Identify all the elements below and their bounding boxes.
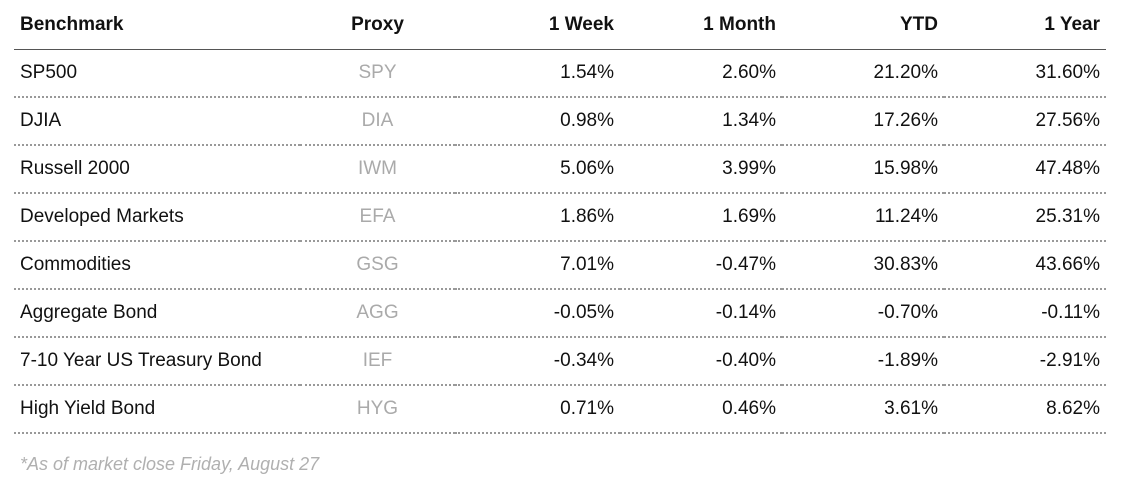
return-cell: -0.40% <box>620 337 782 386</box>
return-cell: 11.24% <box>782 193 944 242</box>
proxy-ticker: DIA <box>300 97 455 146</box>
proxy-ticker: EFA <box>300 193 455 242</box>
return-cell: 0.98% <box>455 97 620 146</box>
benchmark-name: 7-10 Year US Treasury Bond <box>14 337 300 386</box>
column-header: 1 Month <box>620 0 782 50</box>
return-cell: 0.71% <box>455 385 620 434</box>
proxy-ticker: HYG <box>300 385 455 434</box>
footnote: *As of market close Friday, August 27 <box>20 454 320 474</box>
benchmark-name: High Yield Bond <box>14 385 300 434</box>
return-cell: -2.91% <box>944 337 1106 386</box>
table-row: DJIA DIA 0.98% 1.34% 17.26% 27.56% <box>14 97 1106 146</box>
return-cell: 27.56% <box>944 97 1106 146</box>
table-row: SP500 SPY 1.54% 2.60% 21.20% 31.60% <box>14 49 1106 98</box>
proxy-ticker: AGG <box>300 289 455 338</box>
return-cell: 2.60% <box>620 49 782 98</box>
header-row: Benchmark Proxy 1 Week 1 Month YTD 1 Year <box>14 0 1106 50</box>
column-header: 1 Week <box>455 0 620 50</box>
table-row: Russell 2000 IWM 5.06% 3.99% 15.98% 47.48% <box>14 145 1106 194</box>
return-cell: 7.01% <box>455 241 620 290</box>
return-cell: 1.69% <box>620 193 782 242</box>
return-cell: 1.86% <box>455 193 620 242</box>
proxy-ticker: GSG <box>300 241 455 290</box>
table-row: Aggregate Bond AGG -0.05% -0.14% -0.70% -0.11… <box>14 289 1106 338</box>
proxy-ticker: SPY <box>300 49 455 98</box>
return-cell: 3.61% <box>782 385 944 434</box>
return-cell: 30.83% <box>782 241 944 290</box>
return-cell: -0.14% <box>620 289 782 338</box>
column-header: YTD <box>782 0 944 50</box>
return-cell: 1.34% <box>620 97 782 146</box>
return-cell: 43.66% <box>944 241 1106 290</box>
return-cell: -0.70% <box>782 289 944 338</box>
return-cell: -1.89% <box>782 337 944 386</box>
return-cell: -0.11% <box>944 289 1106 338</box>
benchmark-name: Russell 2000 <box>14 145 300 194</box>
benchmark-table: Benchmark Proxy 1 Week 1 Month YTD 1 Year SP5… <box>14 0 1106 434</box>
return-cell: 8.62% <box>944 385 1106 434</box>
benchmark-name: Commodities <box>14 241 300 290</box>
benchmark-name: DJIA <box>14 97 300 146</box>
return-cell: 47.48% <box>944 145 1106 194</box>
table-body: SP500 SPY 1.54% 2.60% 21.20% 31.60% DJIA DIA 0.9… <box>14 49 1106 434</box>
return-cell: 0.46% <box>620 385 782 434</box>
proxy-ticker: IEF <box>300 337 455 386</box>
benchmark-name: Aggregate Bond <box>14 289 300 338</box>
return-cell: -0.47% <box>620 241 782 290</box>
return-cell: 31.60% <box>944 49 1106 98</box>
return-cell: -0.34% <box>455 337 620 386</box>
return-cell: 15.98% <box>782 145 944 194</box>
return-cell: 17.26% <box>782 97 944 146</box>
proxy-ticker: IWM <box>300 145 455 194</box>
return-cell: 3.99% <box>620 145 782 194</box>
return-cell: 21.20% <box>782 49 944 98</box>
table-row: High Yield Bond HYG 0.71% 0.46% 3.61% 8.62% <box>14 385 1106 434</box>
return-cell: 1.54% <box>455 49 620 98</box>
column-header: Benchmark <box>14 0 300 50</box>
table-row: Developed Markets EFA 1.86% 1.69% 11.24% 25.3… <box>14 193 1106 242</box>
benchmark-name: Developed Markets <box>14 193 300 242</box>
return-cell: 25.31% <box>944 193 1106 242</box>
table-row: Commodities GSG 7.01% -0.47% 30.83% 43.66% <box>14 241 1106 290</box>
return-cell: 5.06% <box>455 145 620 194</box>
column-header: 1 Year <box>944 0 1106 50</box>
column-header: Proxy <box>300 0 455 50</box>
benchmark-name: SP500 <box>14 49 300 98</box>
table-row: 7-10 Year US Treasury Bond IEF -0.34% -0.40… <box>14 337 1106 386</box>
return-cell: -0.05% <box>455 289 620 338</box>
